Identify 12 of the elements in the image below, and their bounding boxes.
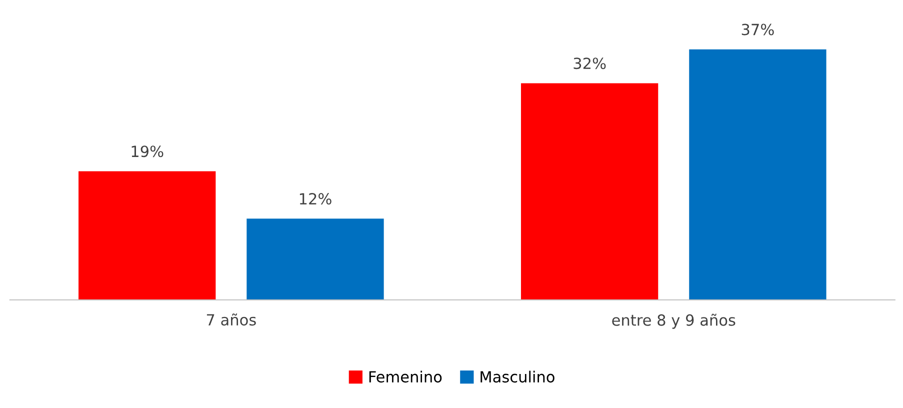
legend-label: Femenino [369, 370, 442, 383]
data-label: 37% [742, 24, 774, 36]
bar [246, 218, 384, 300]
data-label: 12% [300, 193, 332, 205]
x-tick-label: entre 8 y 9 años [612, 314, 736, 329]
bar [520, 83, 658, 300]
x-tick-label: 7 años [206, 314, 256, 326]
data-label: 19% [132, 146, 164, 158]
legend-label: Masculino [480, 370, 554, 383]
data-label: 32% [574, 58, 606, 70]
bar [78, 171, 216, 300]
bar [689, 49, 826, 300]
